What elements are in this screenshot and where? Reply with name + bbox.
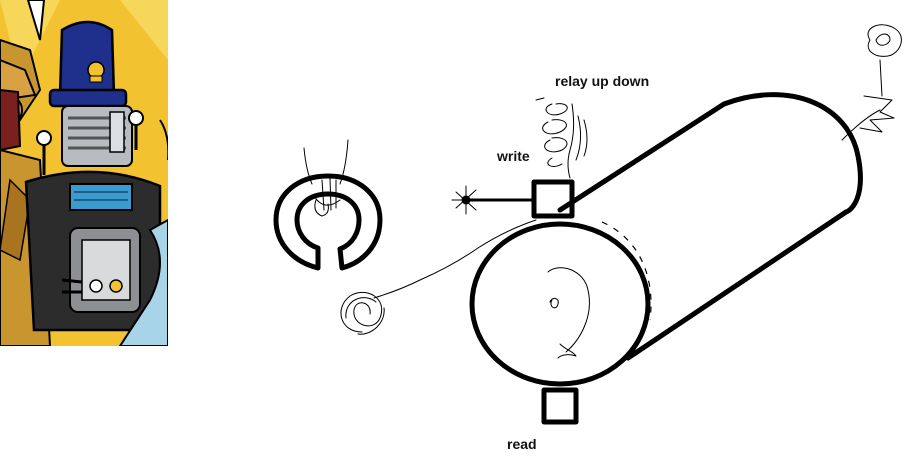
relay-label: relay up down xyxy=(555,73,649,89)
signal-wire xyxy=(373,219,537,299)
read-label: read xyxy=(507,436,537,452)
spark-scribble-icon xyxy=(451,185,481,215)
robot-policeman-cartoon-illustration xyxy=(0,0,168,346)
hand-scribble-icon xyxy=(303,139,349,217)
magnetic-drum xyxy=(469,24,902,387)
relay-coil-scribble-icon xyxy=(535,97,588,179)
write-head xyxy=(451,179,575,219)
write-label: write xyxy=(496,148,530,164)
spiral-scribble-icon xyxy=(547,267,590,359)
tangle-scribble-icon xyxy=(841,24,902,141)
read-head xyxy=(541,387,579,425)
swirl-scribble-icon xyxy=(340,291,385,335)
c-shaped-ring-core xyxy=(273,139,383,271)
